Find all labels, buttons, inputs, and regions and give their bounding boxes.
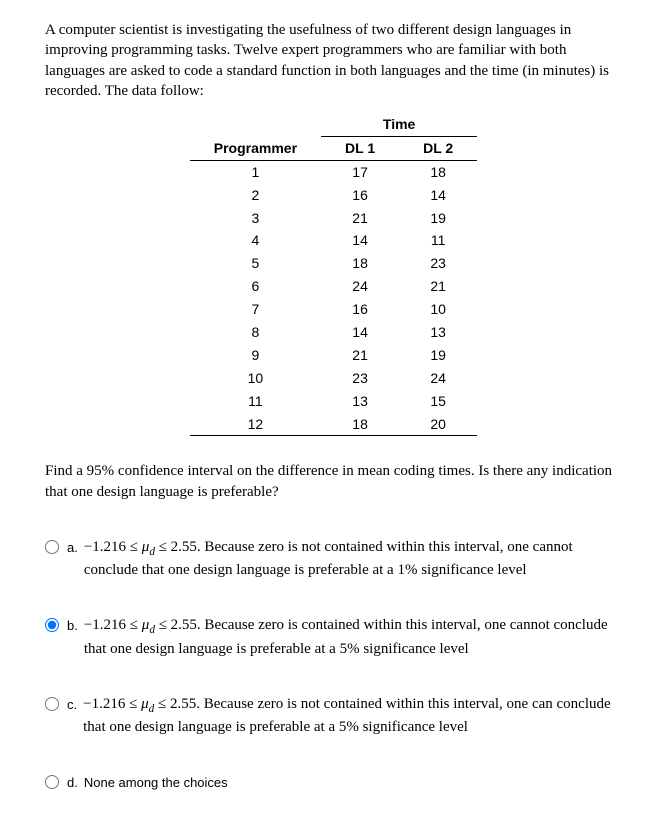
option-b[interactable]: b. −1.216 ≤ μd ≤ 2.55. Because zero is c…	[45, 615, 622, 658]
option-d-label: d.	[67, 772, 78, 792]
table-cell: 16	[321, 298, 399, 321]
table-cell: 18	[399, 160, 477, 183]
table-cell: 18	[321, 252, 399, 275]
col-programmer: Programmer	[190, 136, 321, 160]
table-cell: 18	[321, 413, 399, 436]
table-cell: 21	[321, 207, 399, 230]
table-row: 92119	[190, 344, 477, 367]
table-cell: 16	[321, 184, 399, 207]
table-row: 102324	[190, 367, 477, 390]
table-cell: 24	[321, 275, 399, 298]
table-cell: 12	[190, 413, 321, 436]
table-row: 71610	[190, 298, 477, 321]
table-cell: 1	[190, 160, 321, 183]
table-cell: 3	[190, 207, 321, 230]
table-row: 121820	[190, 413, 477, 436]
table-cell: 13	[321, 390, 399, 413]
table-row: 11718	[190, 160, 477, 183]
option-c-label: c.	[67, 694, 77, 714]
radio-a[interactable]	[45, 540, 59, 554]
option-c[interactable]: c. −1.216 ≤ μd ≤ 2.55. Because zero is n…	[45, 694, 622, 737]
table-cell: 21	[321, 344, 399, 367]
table-cell: 2	[190, 184, 321, 207]
time-header: Time	[321, 113, 477, 136]
table-cell: 7	[190, 298, 321, 321]
table-cell: 5	[190, 252, 321, 275]
table-cell: 11	[399, 229, 477, 252]
table-cell: 6	[190, 275, 321, 298]
problem-statement: A computer scientist is investigating th…	[45, 20, 622, 101]
table-cell: 21	[399, 275, 477, 298]
table-cell: 14	[321, 229, 399, 252]
option-d-body: None among the choices	[84, 772, 622, 792]
table-cell: 10	[190, 367, 321, 390]
option-a[interactable]: a. −1.216 ≤ μd ≤ 2.55. Because zero is n…	[45, 537, 622, 580]
table-body: 1171821614321194141151823624217161081413…	[190, 160, 477, 436]
table-cell: 24	[399, 367, 477, 390]
option-b-body: −1.216 ≤ μd ≤ 2.55. Because zero is cont…	[84, 615, 622, 658]
table-row: 32119	[190, 207, 477, 230]
table-cell: 14	[321, 321, 399, 344]
table-cell: 4	[190, 229, 321, 252]
radio-c[interactable]	[45, 697, 59, 711]
table-row: 81413	[190, 321, 477, 344]
data-table: Time Programmer DL 1 DL 2 11718216143211…	[190, 113, 477, 436]
table-row: 62421	[190, 275, 477, 298]
table-cell: 17	[321, 160, 399, 183]
table-cell: 9	[190, 344, 321, 367]
option-d[interactable]: d. None among the choices	[45, 772, 622, 792]
table-cell: 10	[399, 298, 477, 321]
col-dl2: DL 2	[399, 136, 477, 160]
table-row: 51823	[190, 252, 477, 275]
table-row: 21614	[190, 184, 477, 207]
option-a-body: −1.216 ≤ μd ≤ 2.55. Because zero is not …	[84, 537, 622, 580]
table-cell: 11	[190, 390, 321, 413]
table-cell: 20	[399, 413, 477, 436]
option-c-body: −1.216 ≤ μd ≤ 2.55. Because zero is not …	[83, 694, 622, 737]
table-cell: 19	[399, 207, 477, 230]
table-cell: 8	[190, 321, 321, 344]
table-row: 41411	[190, 229, 477, 252]
col-dl1: DL 1	[321, 136, 399, 160]
table-cell: 23	[399, 252, 477, 275]
table-cell: 13	[399, 321, 477, 344]
question-text: Find a 95% confidence interval on the di…	[45, 461, 622, 502]
radio-d[interactable]	[45, 775, 59, 789]
table-cell: 14	[399, 184, 477, 207]
radio-b[interactable]	[45, 618, 59, 632]
table-row: 111315	[190, 390, 477, 413]
option-b-label: b.	[67, 615, 78, 635]
table-cell: 19	[399, 344, 477, 367]
table-cell: 15	[399, 390, 477, 413]
table-cell: 23	[321, 367, 399, 390]
option-a-label: a.	[67, 537, 78, 557]
